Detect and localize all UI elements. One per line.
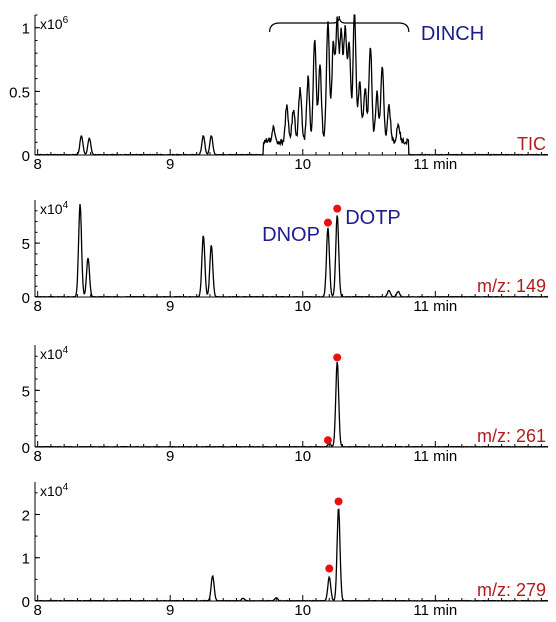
x-tick-label: 10 (294, 298, 311, 315)
peak-marker (325, 564, 334, 573)
y-multiplier-label: x104 (40, 200, 69, 217)
y-tick-label: 0 (22, 148, 30, 165)
y-multiplier-label: x106 (40, 15, 69, 32)
y-tick-label: 0 (22, 290, 30, 307)
x-tick-label: 9 (166, 156, 174, 173)
chart-panel-2: 8 9 10 11 min 0 5 x104 m/z: 149 DNOP DOTP (22, 200, 549, 315)
x-tick-label: 11 min (413, 156, 457, 173)
peak-marker (323, 436, 332, 445)
y-tick-label: 0 (22, 440, 30, 457)
y-tick-label: 5 (22, 383, 30, 400)
trace-label: TIC (517, 134, 546, 154)
multiplier-base: x10 (40, 483, 63, 499)
y-tick-label: 1 (22, 551, 30, 568)
trace-label: m/z: 279 (477, 580, 546, 600)
chart-panel-3: 8 9 10 11 min 0 5 x104 m/z: 261 (22, 345, 549, 465)
trace-label: m/z: 261 (477, 426, 546, 446)
curly-brace (269, 15, 410, 33)
multiplier-base: x10 (40, 201, 63, 217)
x-tick-label: 9 (166, 602, 174, 619)
x-tick-label: 8 (33, 602, 41, 619)
chart-panel-1: 8 9 10 11 min 0 0.5 1 x106 TIC DINCH (9, 14, 549, 173)
multiplier-base: x10 (40, 346, 63, 362)
peak-marker (334, 497, 343, 506)
multiplier-exponent: 4 (63, 200, 69, 211)
multiplier-base: x10 (40, 16, 63, 32)
trace-label: m/z: 149 (477, 276, 546, 296)
trace-line (34, 14, 549, 156)
y-tick-label: 2 (22, 507, 30, 524)
compound-label: DINCH (421, 23, 484, 45)
x-tick-label: 8 (33, 298, 41, 315)
x-tick-label: 11 min (413, 602, 457, 619)
multiplier-exponent: 4 (63, 345, 69, 356)
x-tick-label: 8 (33, 156, 41, 173)
compound-label: DOTP (345, 207, 401, 229)
x-tick-label: 10 (294, 448, 311, 465)
trace-line (34, 361, 549, 448)
y-multiplier-label: x104 (40, 345, 69, 362)
x-tick-label: 11 min (413, 448, 457, 465)
chart-panel-4: 8 9 10 11 min 0 1 2 x104 m/z: 279 (22, 482, 549, 619)
y-tick-label: 5 (22, 236, 30, 253)
peak-marker (333, 204, 342, 213)
y-multiplier-label: x104 (40, 482, 69, 499)
multiplier-exponent: 4 (63, 482, 69, 493)
y-tick-label: 0 (22, 594, 30, 611)
x-tick-label: 11 min (413, 298, 457, 315)
x-tick-label: 9 (166, 448, 174, 465)
x-tick-label: 10 (294, 156, 311, 173)
trace-line (34, 508, 549, 602)
x-tick-label: 8 (33, 448, 41, 465)
peak-marker (333, 353, 342, 362)
peak-marker (323, 218, 332, 227)
x-tick-label: 10 (294, 602, 311, 619)
y-tick-label: 1 (22, 21, 30, 38)
x-tick-label: 9 (166, 298, 174, 315)
y-tick-label: 0.5 (9, 84, 30, 101)
multiplier-exponent: 6 (63, 15, 69, 26)
compound-label: DNOP (262, 224, 320, 246)
trace-line (34, 204, 549, 298)
